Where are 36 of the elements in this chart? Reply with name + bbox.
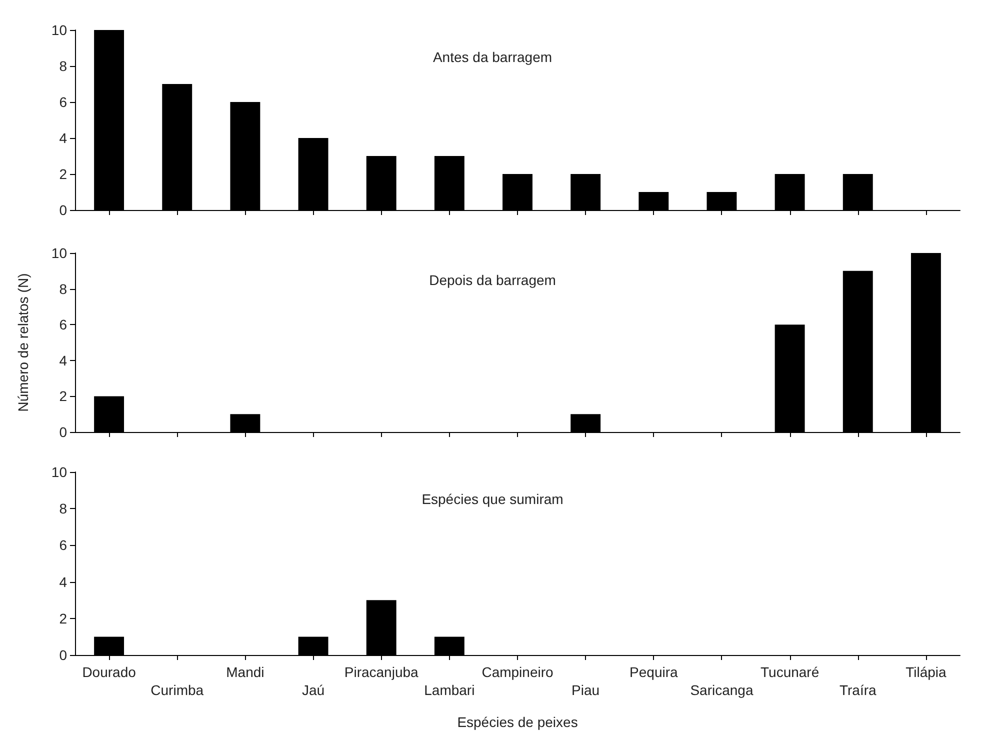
- y-tick-label: 10: [51, 22, 68, 38]
- x-tick-label: Piau: [572, 682, 600, 698]
- y-tick-label: 2: [59, 388, 68, 404]
- x-tick-label: Dourado: [82, 664, 136, 680]
- x-tick-label: Mandi: [226, 664, 264, 680]
- y-tick-label: 0: [59, 202, 68, 218]
- y-tick-label: 10: [51, 464, 68, 480]
- x-tick-label: Pequira: [630, 664, 678, 680]
- x-tick-label: Curimba: [150, 682, 204, 698]
- y-tick-label: 2: [59, 166, 68, 182]
- x-tick-label: Piracanjuba: [344, 664, 419, 680]
- y-tick-label: 6: [59, 316, 68, 333]
- y-tick-label: 8: [59, 280, 68, 297]
- text: Espécies que sumiram: [422, 491, 564, 507]
- x-tick-label: Lambari: [424, 682, 475, 698]
- x-tick-label: Traíra: [839, 682, 877, 698]
- x-tick-label: Campineiro: [482, 664, 554, 680]
- y-tick-label: 4: [59, 352, 68, 368]
- y-axis-title: Número de relatos (N): [15, 273, 31, 412]
- y-tick-label: 2: [59, 610, 68, 626]
- y-tick-label: 4: [59, 130, 68, 146]
- y-tick-label: 6: [59, 94, 68, 110]
- x-axis-title: Espécies de peixes: [457, 714, 578, 730]
- text: Antes da barragem: [432, 49, 552, 65]
- x-tick-label: Tucunaré: [760, 664, 820, 680]
- y-tick-label: 8: [59, 58, 68, 74]
- y-tick-label: 10: [51, 245, 68, 261]
- y-tick-label: 0: [59, 647, 68, 663]
- y-tick-label: 0: [59, 424, 68, 440]
- y-tick-label: 4: [59, 574, 68, 590]
- x-tick-label: Saricanga: [690, 682, 754, 698]
- x-tick-label: Jaú: [302, 682, 325, 698]
- x-tick-label: Tilápia: [906, 664, 947, 680]
- y-tick-label: 6: [59, 537, 68, 554]
- text: Depois da barragem: [429, 272, 556, 288]
- y-tick-label: 8: [59, 500, 68, 517]
